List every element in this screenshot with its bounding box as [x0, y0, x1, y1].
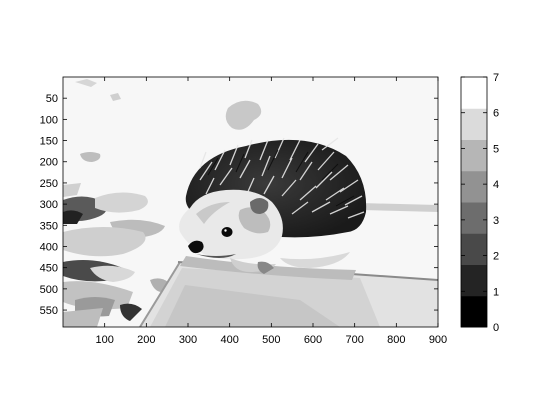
y-tick-label: 450 [40, 263, 58, 275]
colorbar-tick-label: 7 [493, 72, 499, 84]
colorbar-tick-label: 5 [493, 143, 499, 155]
colorbar-swatch [461, 77, 487, 109]
colorbar-tick-label: 4 [493, 179, 499, 191]
y-tick-label: 400 [40, 241, 58, 253]
colorbar-tick-label: 6 [493, 108, 499, 120]
x-tick-label: 500 [262, 334, 280, 346]
x-tick-label: 800 [387, 334, 405, 346]
y-tick-label: 500 [40, 284, 58, 296]
y-tick-label: 50 [46, 93, 58, 105]
colorbar-tick-label: 0 [493, 322, 499, 334]
colorbar-swatch [461, 140, 487, 172]
y-tick-label: 200 [40, 157, 58, 169]
colorbar-tick-label: 1 [493, 286, 499, 298]
x-tick-label: 400 [220, 334, 238, 346]
x-tick-label: 300 [179, 334, 197, 346]
x-tick-label: 900 [429, 334, 447, 346]
colorbar-tick-label: 3 [493, 215, 499, 227]
x-tick-label: 700 [345, 334, 363, 346]
colorbar-swatch [461, 296, 487, 328]
x-tick-label: 200 [137, 334, 155, 346]
colorbar-gradient [461, 77, 487, 328]
colorbar: 0 1 2 3 4 5 6 7 [461, 72, 499, 334]
y-tick-label: 300 [40, 199, 58, 211]
y-tick-label: 350 [40, 220, 58, 232]
colorbar-swatch [461, 171, 487, 203]
x-tick-label: 600 [304, 334, 322, 346]
colorbar-swatch [461, 202, 487, 234]
x-tick-label: 100 [95, 334, 113, 346]
colorbar-swatch [461, 233, 487, 265]
image-axes: 100 200 300 400 500 600 700 800 900 50 100 150 200 2… [40, 77, 448, 346]
y-tick-label: 550 [40, 305, 58, 317]
heatmap-image [63, 77, 438, 327]
y-tick-label: 250 [40, 178, 58, 190]
y-tick-label: 150 [40, 136, 58, 148]
colorbar-tick-label: 2 [493, 251, 499, 263]
y-tick-label: 100 [40, 114, 58, 126]
